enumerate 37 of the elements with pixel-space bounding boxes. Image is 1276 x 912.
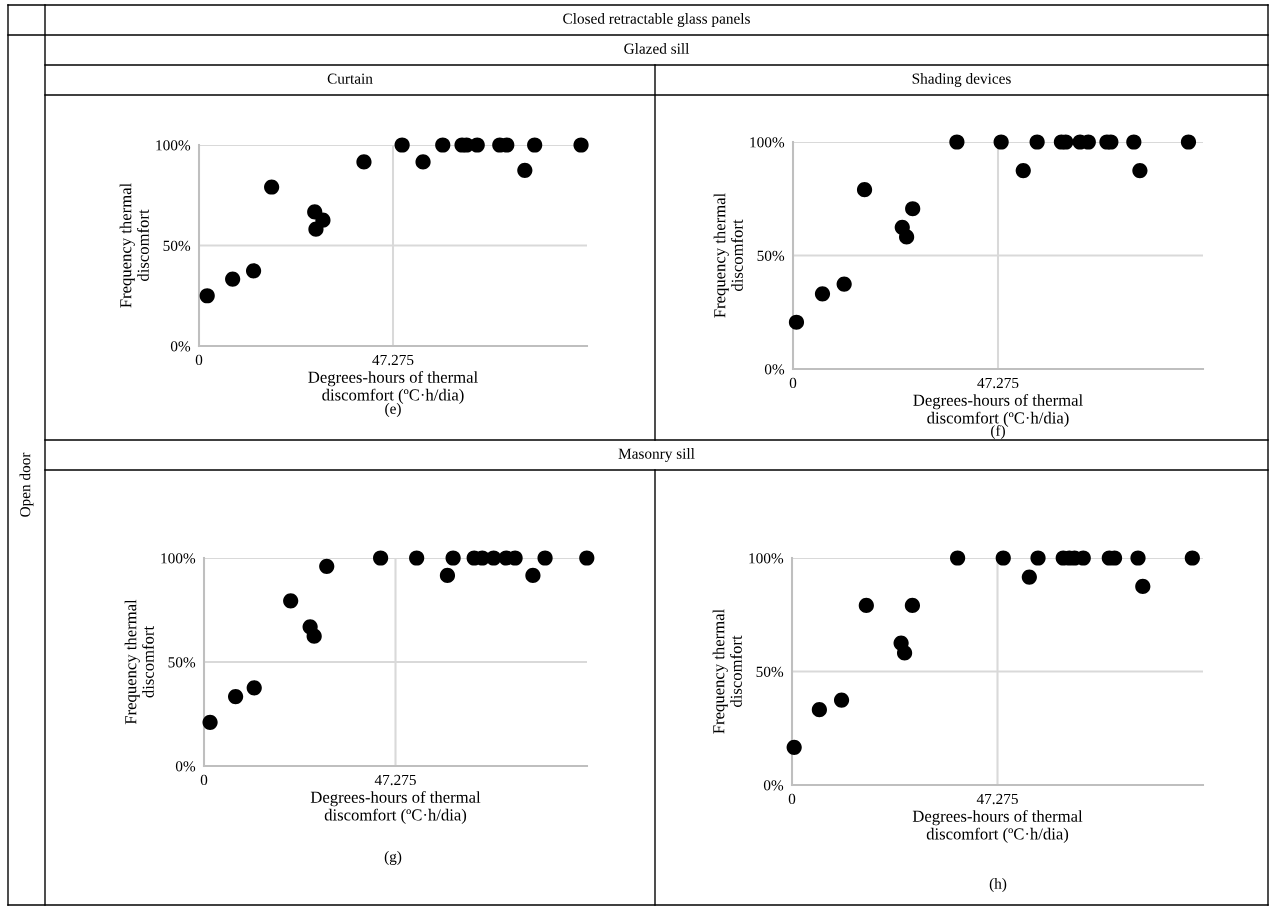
y-axis-title: Frequency thermal discomfort (713, 193, 743, 318)
y-tick-label: 100% (750, 137, 785, 148)
y-tick-label: 0% (764, 364, 785, 375)
text: (h) (989, 878, 1007, 892)
x-tick-label: 47.275 (372, 354, 414, 366)
text: Open door (19, 452, 34, 517)
y-tick-label: 0% (170, 341, 191, 352)
text: Glazed sill (624, 43, 690, 54)
y-tick-label: 50% (163, 240, 191, 251)
x-tick-label: 0 (200, 774, 208, 786)
x-axis-title: Degrees-hours of thermal discomfort (ºC·h/dia) (912, 809, 1083, 843)
x-tick-label: 47.275 (374, 774, 416, 786)
y-axis-title: Frequency thermal discomfort (712, 609, 742, 734)
text: (f) (991, 424, 1005, 440)
text: (e) (385, 403, 401, 417)
y-tick-label: 0% (175, 761, 196, 772)
x-axis-title: Degrees-hours of thermal discomfort (ºC·h/dia) (308, 370, 478, 404)
x-tick-label: 47.275 (977, 377, 1019, 389)
y-tick-label: 50% (168, 657, 196, 668)
y-tick-label: 100% (161, 553, 196, 564)
text: Curtain (327, 73, 373, 84)
y-tick-label: 0% (763, 780, 784, 791)
y-axis-title: Frequency thermal discomfort (124, 599, 154, 725)
y-tick-label: 100% (156, 140, 191, 151)
x-tick-label: 47.275 (976, 793, 1018, 805)
x-tick-label: 0 (789, 377, 797, 389)
text: Masonry sill (618, 448, 695, 462)
y-tick-label: 50% (756, 666, 784, 677)
x-tick-label: 0 (788, 793, 796, 805)
x-tick-label: 0 (195, 354, 203, 366)
text: Shading devices (912, 73, 1011, 87)
x-axis-title: Degrees-hours of thermal discomfort (ºC·h/dia) (310, 790, 481, 824)
text: (g) (384, 851, 402, 865)
y-tick-label: 50% (757, 250, 785, 261)
text: Closed retractable glass panels (563, 13, 750, 27)
y-tick-label: 100% (749, 553, 784, 564)
y-axis-title: Frequency thermal discomfort (119, 183, 149, 308)
